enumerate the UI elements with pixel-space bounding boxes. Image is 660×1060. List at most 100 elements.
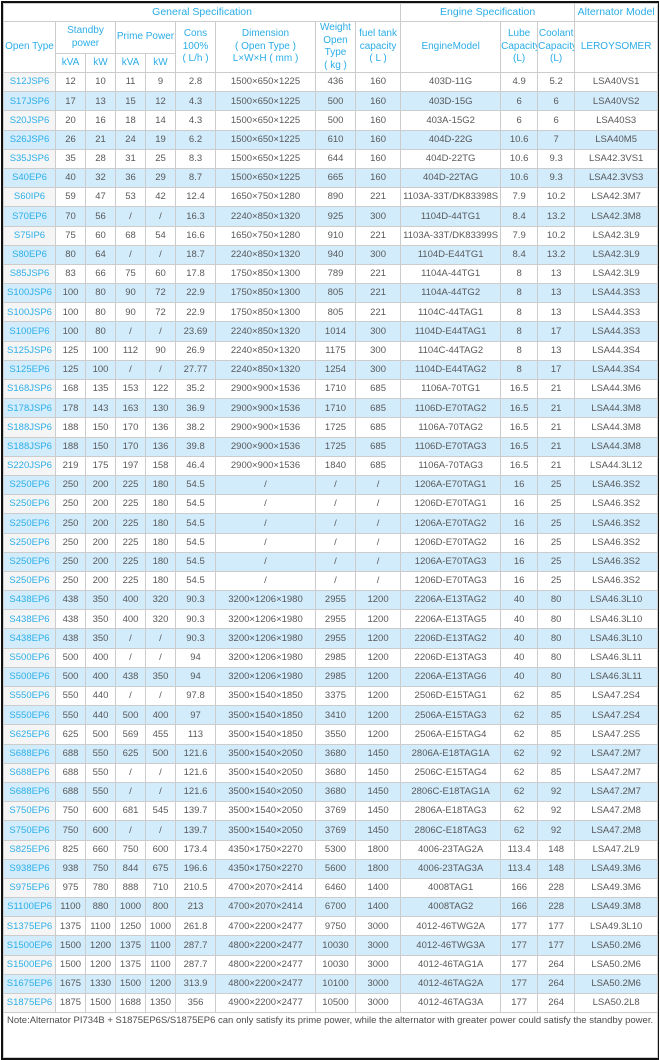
table-cell: 1750×850×1300	[215, 263, 316, 285]
model-cell[interactable]: S60IP6	[3, 187, 56, 208]
model-cell[interactable]: S40EP6	[3, 167, 56, 189]
model-cell[interactable]: S1375EP6	[3, 916, 56, 937]
model-cell[interactable]: S1500EP6	[3, 954, 56, 975]
table-cell: 1875	[55, 992, 86, 1014]
table-cell: 688	[55, 762, 86, 783]
table-cell: LSA46.3S2	[574, 513, 659, 534]
table-cell: 221	[354, 187, 402, 208]
model-cell[interactable]: S825EP6	[3, 839, 56, 860]
model-cell[interactable]: S80EP6	[3, 244, 56, 265]
model-cell[interactable]: S125JSP6	[3, 340, 56, 361]
model-cell[interactable]: S438EP6	[3, 609, 56, 630]
table-cell: 436	[315, 71, 356, 93]
model-cell[interactable]: S12JSP6	[3, 71, 56, 93]
model-cell[interactable]: S26JSP6	[3, 129, 56, 150]
model-cell[interactable]: S250EP6	[3, 474, 56, 496]
model-cell[interactable]: S550EP6	[3, 705, 56, 726]
model-cell[interactable]: S250EP6	[3, 532, 56, 553]
table-cell: 21	[537, 417, 576, 438]
model-cell[interactable]: S100JSP6	[3, 302, 56, 323]
model-cell[interactable]: S100JSP6	[3, 283, 56, 304]
table-cell: 92	[537, 801, 576, 822]
table-cell: 62	[500, 781, 539, 803]
table-cell: 160	[354, 167, 402, 189]
model-cell[interactable]: S625EP6	[3, 724, 56, 745]
table-cell: /	[215, 494, 316, 515]
model-cell[interactable]: S1675EP6	[3, 973, 56, 995]
table-cell: 350	[85, 609, 116, 630]
model-cell[interactable]: S250EP6	[3, 570, 56, 592]
table-cell: 197	[115, 455, 146, 476]
model-cell[interactable]: S17JSP6	[3, 91, 56, 112]
table-cell: 400	[145, 705, 176, 726]
table-cell: 10	[85, 71, 116, 93]
model-cell[interactable]: S188JSP6	[3, 417, 56, 438]
table-cell: 1200	[354, 609, 402, 630]
table-cell: 1725	[315, 417, 356, 438]
table-cell: 3000	[354, 935, 402, 956]
model-cell[interactable]: S438EP6	[3, 590, 56, 611]
model-cell[interactable]: S500EP6	[3, 666, 56, 688]
table-cell: 10500	[315, 992, 356, 1014]
model-cell[interactable]: S1875EP6	[3, 992, 56, 1014]
table-cell: /	[315, 532, 356, 553]
table-cell: 166	[500, 877, 539, 899]
table-cell: 72	[145, 283, 176, 304]
table-cell: 2506A-E15TAG4	[400, 724, 502, 745]
generator-spec-table: General Specification Engine Specificati…	[2, 3, 659, 1059]
model-cell[interactable]: S550EP6	[3, 685, 56, 707]
model-cell[interactable]: S85JSP6	[3, 263, 56, 285]
table-cell: 500	[55, 647, 86, 668]
table-cell: 113.4	[500, 858, 539, 879]
table-cell: 92	[537, 743, 576, 764]
model-cell[interactable]: S1500EP6	[3, 935, 56, 956]
model-cell[interactable]: S168JSP6	[3, 378, 56, 400]
table-cell: 644	[315, 148, 356, 169]
table-cell: 97.8	[175, 685, 216, 707]
table-cell: 80	[85, 283, 116, 304]
model-cell[interactable]: S1100EP6	[3, 897, 56, 918]
model-cell[interactable]: S250EP6	[3, 513, 56, 534]
table-cell: 287.7	[175, 935, 216, 956]
model-cell[interactable]: S35JSP6	[3, 148, 56, 169]
table-cell: 54	[145, 225, 176, 246]
model-cell[interactable]: S500EP6	[3, 647, 56, 668]
table-cell: 2206A-E13TAG2	[400, 590, 502, 611]
table-cell: 125	[55, 340, 86, 361]
model-cell[interactable]: S688EP6	[3, 743, 56, 764]
table-cell: 356	[175, 992, 216, 1014]
model-cell[interactable]: S438EP6	[3, 628, 56, 649]
model-cell[interactable]: S750EP6	[3, 801, 56, 822]
table-cell: 550	[55, 685, 86, 707]
table-cell: 1200	[354, 628, 402, 649]
model-cell[interactable]: S688EP6	[3, 781, 56, 803]
table-cell: 68	[115, 225, 146, 246]
table-cell: 221	[354, 283, 402, 304]
table-cell: LSA44.3L12	[574, 455, 659, 476]
model-cell[interactable]: S250EP6	[3, 551, 56, 572]
table-cell: 4900×2200×2477	[215, 992, 316, 1014]
table-cell: /	[145, 647, 176, 668]
model-cell[interactable]: S688EP6	[3, 762, 56, 783]
model-cell[interactable]: S125EP6	[3, 359, 56, 381]
model-cell[interactable]: S188JSP6	[3, 436, 56, 457]
table-cell: LSA49.3L10	[574, 916, 659, 937]
table-cell: LSA49.3M6	[574, 858, 659, 879]
main-header-row: Open Type Standby power Prime Power Cons…	[3, 20, 659, 73]
table-cell: 1103A-33T/DK83399S	[400, 225, 502, 246]
model-cell[interactable]: S750EP6	[3, 820, 56, 841]
model-cell[interactable]: S938EP6	[3, 858, 56, 879]
model-cell[interactable]: S75IP6	[3, 225, 56, 246]
table-row: S188JSP6 188 150 170 136 38.2 2900×900×1536 172…	[3, 417, 659, 438]
model-cell[interactable]: S178JSP6	[3, 398, 56, 419]
table-cell: 2955	[315, 590, 356, 611]
model-cell[interactable]: S70EP6	[3, 206, 56, 227]
model-cell[interactable]: S220JSP6	[3, 455, 56, 476]
model-cell[interactable]: S20JSP6	[3, 110, 56, 131]
table-cell: 350	[85, 590, 116, 611]
model-cell[interactable]: S100EP6	[3, 321, 56, 342]
table-cell: /	[145, 206, 176, 227]
model-cell[interactable]: S975EP6	[3, 877, 56, 899]
model-cell[interactable]: S250EP6	[3, 494, 56, 515]
table-cell: 8	[500, 263, 539, 285]
